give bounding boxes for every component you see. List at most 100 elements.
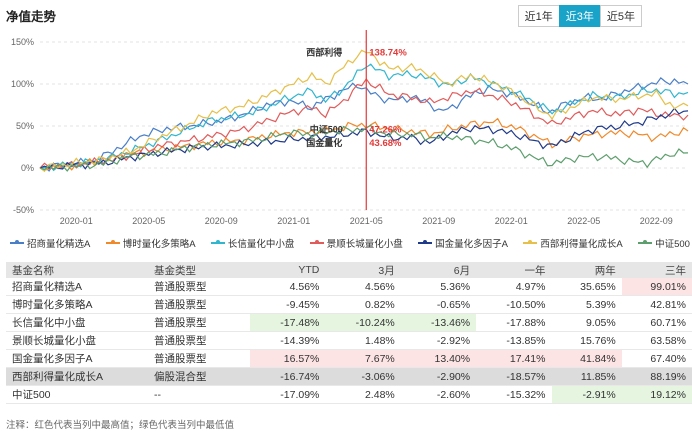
legend-swatch-icon [105, 240, 120, 244]
return-cell: -15.32% [476, 385, 552, 404]
x-tick-label: 2022-09 [640, 216, 673, 226]
fund-type-cell: -- [148, 385, 250, 404]
return-cell: 2.48% [325, 385, 401, 404]
return-cell: 19.12% [621, 385, 692, 404]
return-cell: -16.74% [250, 367, 326, 386]
legend-label: 国金量化多因子A [435, 239, 508, 250]
y-tick-label: 100% [11, 79, 34, 89]
fund-name-cell[interactable]: 招商量化精选A [6, 278, 148, 296]
return-cell: -13.85% [476, 331, 552, 350]
return-cell: 41.84% [551, 349, 622, 368]
return-cell: 4.56% [325, 278, 401, 296]
header-3m: 3月 [325, 262, 401, 278]
fund-type-cell: 普通股票型 [148, 278, 250, 296]
legend-item[interactable]: 招商量化精选A [10, 236, 90, 250]
header-6m: 6月 [400, 262, 477, 278]
fund-name-cell[interactable]: 景顺长城量化小盘 [6, 331, 148, 350]
fund-name-cell[interactable]: 长信量化中小盘 [6, 313, 148, 332]
return-cell: 5.39% [551, 295, 622, 314]
legend-item[interactable]: 博时量化多策略A [105, 236, 196, 250]
legend-item[interactable]: 国金量化多因子A [418, 236, 508, 250]
return-cell: -18.57% [476, 367, 552, 386]
return-cell: -13.46% [400, 313, 477, 332]
x-tick-label: 2021-09 [422, 216, 455, 226]
chart-legend: 招商量化精选A 博时量化多策略A 长信量化中小盘 景顺长城量化小盘 国金量化多因子A 西部… [10, 236, 690, 250]
tab-3-year[interactable]: 近3年 [558, 5, 601, 27]
series-line [39, 124, 689, 172]
fund-name-cell[interactable]: 西部利得量化成长A [6, 367, 148, 386]
x-tick-label: 2020-05 [132, 216, 165, 226]
tab-1-year[interactable]: 近1年 [517, 5, 560, 27]
fund-name-cell[interactable]: 中证500 [6, 385, 148, 404]
return-cell: 17.41% [476, 349, 552, 368]
return-cell: 9.05% [551, 313, 622, 332]
legend-item[interactable]: 中证500 [638, 236, 690, 250]
legend-item[interactable]: 西部利得量化成长A [523, 236, 623, 250]
table-row[interactable]: 景顺长城量化小盘 普通股票型 -14.39% 1.48% -2.92% -13.85% 15… [6, 331, 692, 350]
annotation-value: 43.68% [369, 138, 402, 149]
return-cell: 60.71% [621, 313, 692, 332]
table-row[interactable]: 西部利得量化成长A 偏股混合型 -16.74% -3.06% -2.90% -18.57%… [6, 367, 692, 386]
tab-5-year[interactable]: 近5年 [599, 5, 642, 27]
table-row[interactable]: 招商量化精选A 普通股票型 4.56% 4.56% 5.36% 4.97% 35.65% 99… [6, 278, 692, 296]
y-tick-label: 150% [11, 37, 34, 47]
annotation-label: 西部利得 [306, 46, 342, 57]
return-cell: -10.50% [476, 295, 552, 314]
annotation-label: 国金量化 [306, 137, 342, 148]
return-cell: 5.36% [400, 278, 477, 296]
return-cell: -14.39% [250, 331, 326, 350]
return-cell: 4.97% [476, 278, 552, 296]
series-line [39, 77, 689, 170]
table-row[interactable]: 国金量化多因子A 普通股票型 16.57% 7.67% 13.40% 17.41% 41.8… [6, 349, 692, 368]
return-cell: 13.40% [400, 349, 477, 368]
return-cell: 0.82% [325, 295, 401, 314]
series-line [39, 63, 689, 172]
return-cell: -2.91% [551, 385, 622, 404]
legend-swatch-icon [523, 240, 538, 244]
return-cell: -2.90% [400, 367, 477, 386]
fund-type-cell: 普通股票型 [148, 295, 250, 314]
legend-item[interactable]: 长信量化中小盘 [210, 236, 295, 250]
legend-item[interactable]: 景顺长城量化小盘 [309, 236, 403, 250]
return-cell: -2.60% [400, 385, 477, 404]
return-cell: -2.92% [400, 331, 477, 350]
x-tick-label: 2022-05 [567, 216, 600, 226]
fund-name-cell[interactable]: 博时量化多策略A [6, 295, 148, 314]
legend-swatch-icon [210, 240, 225, 244]
return-cell: 88.19% [621, 367, 692, 386]
legend-swatch-icon [418, 240, 433, 244]
fund-type-cell: 偏股混合型 [148, 367, 250, 386]
return-cell: -10.24% [325, 313, 401, 332]
legend-swatch-icon [309, 240, 324, 244]
return-cell: -3.06% [325, 367, 401, 386]
nav-line-chart: 150% 100% 50% 0% -50% 2020-01 2020-05 2020-09 20… [11, 30, 689, 226]
table-row[interactable]: 长信量化中小盘 普通股票型 -17.48% -10.24% -13.46% -17.88%… [6, 313, 692, 332]
return-cell: 4.56% [250, 278, 326, 296]
return-cell: 67.40% [621, 349, 692, 368]
fund-type-cell: 普通股票型 [148, 313, 250, 332]
legend-label: 景顺长城量化小盘 [326, 239, 403, 250]
legend-label: 招商量化精选A [27, 239, 91, 250]
legend-label: 博时量化多策略A [122, 239, 196, 250]
header-3y: 三年 [621, 262, 692, 278]
y-tick-label: 0% [21, 163, 34, 173]
table-row[interactable]: 博时量化多策略A 普通股票型 -9.45% 0.82% -0.65% -10.50% 5.3… [6, 295, 692, 314]
table-row[interactable]: 中证500 -- -17.09% 2.48% -2.60% -15.32% -2.91% 19… [6, 385, 692, 404]
performance-table: 基金名称 基金类型 YTD 3月 6月 一年 两年 三年 招商量化精选A 普通股票… [6, 262, 692, 404]
header-ytd: YTD [250, 262, 326, 278]
return-cell: 7.67% [325, 349, 401, 368]
x-tick-label: 2021-05 [350, 216, 383, 226]
return-cell: -17.48% [250, 313, 326, 332]
legend-label: 长信量化中小盘 [227, 239, 295, 250]
return-cell: -9.45% [250, 295, 326, 314]
x-tick-label: 2020-09 [205, 216, 238, 226]
return-cell: 42.81% [621, 295, 692, 314]
annotation-label: 中证500 [310, 123, 343, 134]
header-fund-name: 基金名称 [6, 262, 148, 278]
header-fund-type: 基金类型 [148, 262, 250, 278]
header-2y: 两年 [551, 262, 622, 278]
page-title: 净值走势 [6, 10, 57, 24]
return-cell: -17.88% [476, 313, 552, 332]
fund-name-cell[interactable]: 国金量化多因子A [6, 349, 148, 368]
return-cell: -17.09% [250, 385, 326, 404]
